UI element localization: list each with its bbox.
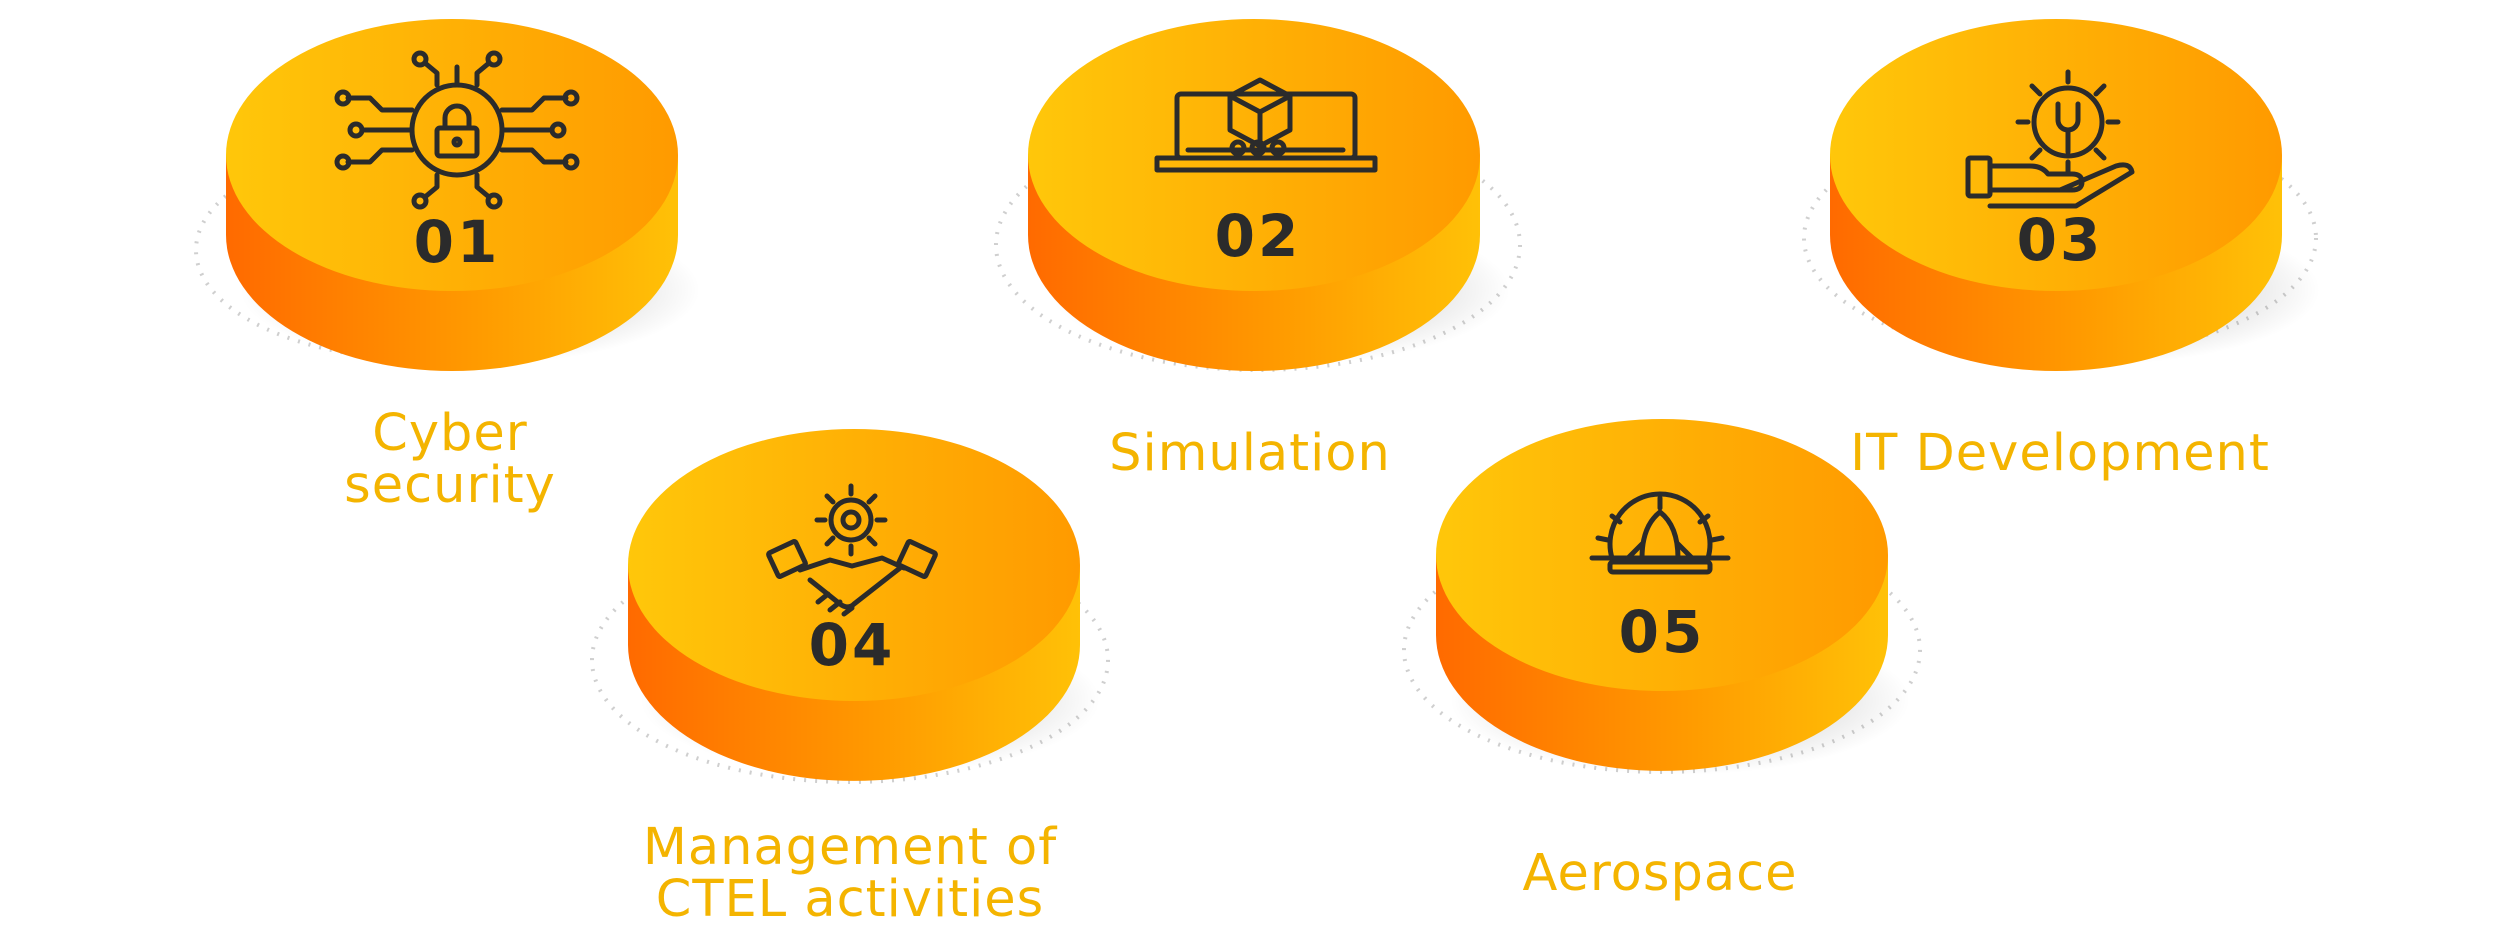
- label-line: CTEL activities: [655, 870, 1045, 929]
- label-line: Management of: [642, 818, 1058, 877]
- step-number: 01: [414, 208, 501, 276]
- label-cyber-security: Cyber security: [300, 408, 600, 512]
- label-line: security: [344, 456, 556, 515]
- step-02: 02: [994, 19, 1522, 372]
- handshake-gear-icon: [766, 483, 938, 617]
- label-it-development: IT Development: [1830, 428, 2290, 480]
- label-line: Simulation: [1109, 424, 1391, 483]
- laptop-cube-icon: [1154, 77, 1378, 173]
- dotted-ring: [1802, 118, 2318, 358]
- hand-gear-wrench-icon: [1965, 69, 2135, 209]
- label-line: Cyber: [372, 404, 528, 463]
- step-05: 05: [1402, 419, 1922, 775]
- rocket-gear-icon: [1589, 491, 1731, 575]
- dotted-ring: [1402, 526, 1922, 774]
- step-03: 03: [1802, 19, 2320, 371]
- label-aerospace: Aerospace: [1460, 848, 1860, 900]
- step-number: 04: [809, 611, 896, 679]
- dotted-ring: [590, 536, 1110, 784]
- step-01: 01: [194, 19, 700, 371]
- disc-top: [1436, 419, 1888, 691]
- label-management: Management of CTEL activities: [600, 822, 1100, 926]
- step-number: 02: [1215, 202, 1302, 270]
- label-simulation: Simulation: [1050, 428, 1450, 480]
- label-line: Aerospace: [1522, 844, 1798, 903]
- step-number: 05: [1619, 598, 1706, 666]
- dotted-ring: [994, 118, 1522, 372]
- step-number: 03: [2017, 206, 2104, 274]
- step-04: 04: [590, 429, 1110, 784]
- label-line: IT Development: [1850, 424, 2270, 483]
- cyber-lock-circuit-icon: [334, 50, 580, 210]
